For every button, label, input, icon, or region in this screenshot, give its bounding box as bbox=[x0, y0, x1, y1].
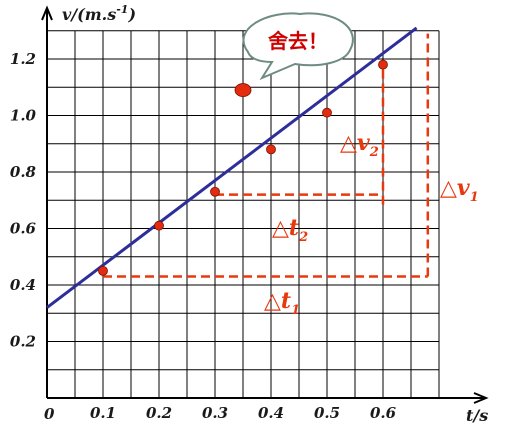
delta-v2-main: △v bbox=[340, 130, 370, 156]
x-axis-title: t/s bbox=[466, 406, 488, 425]
fit-line-group bbox=[46, 26, 418, 309]
y-tick-label: 0.6 bbox=[10, 220, 37, 238]
delta-t2-sub: 2 bbox=[298, 230, 308, 245]
data-point bbox=[154, 220, 164, 231]
data-point bbox=[266, 144, 276, 155]
delta-v1-sub: 1 bbox=[470, 190, 479, 205]
data-points bbox=[98, 59, 388, 276]
delta-t2-label: △t2 bbox=[272, 215, 308, 245]
x-tick-label: 0.6 bbox=[370, 404, 397, 422]
outlier-point bbox=[234, 83, 252, 97]
data-point bbox=[210, 186, 220, 197]
delta-v1-label: △v1 bbox=[440, 175, 479, 205]
y-tick-label: 0.8 bbox=[10, 163, 37, 181]
y-axis-title-close: ) bbox=[127, 5, 136, 24]
callout-bubble bbox=[242, 12, 354, 81]
x-axis-arrow bbox=[473, 392, 489, 404]
y-axis-title-exp: -1 bbox=[116, 3, 128, 16]
y-axis-title-main: v/(m.s bbox=[62, 5, 116, 24]
tick-labels: 0.1 0.2 0.3 0.4 0.5 0.6 0.2 0.4 0.6 0.8 1.0 1.2 bbox=[10, 50, 397, 422]
y-tick-label: 1.2 bbox=[10, 50, 36, 68]
data-point bbox=[378, 59, 388, 70]
x-tick-label: 0.2 bbox=[146, 404, 172, 422]
discard-callout: 舍去！ bbox=[242, 12, 354, 81]
callout-text: 舍去！ bbox=[268, 29, 328, 53]
x-tick-label: 0.4 bbox=[258, 404, 284, 422]
axes bbox=[41, 5, 489, 404]
data-point bbox=[322, 107, 332, 118]
delta-t1-main: △t bbox=[264, 288, 291, 314]
delta-v2-label: △v2 bbox=[340, 130, 379, 160]
x-tick-label: 0.3 bbox=[202, 404, 228, 422]
delta-t1-sub: 1 bbox=[291, 303, 300, 318]
y-tick-label: 1.0 bbox=[10, 107, 37, 125]
delta-t1-label: △t1 bbox=[264, 288, 300, 318]
delta-v1-main: △v bbox=[440, 175, 470, 201]
y-axis-title: v/(m.s-1) bbox=[62, 3, 136, 24]
y-tick-label: 0.4 bbox=[10, 276, 36, 294]
delta-t2-main: △t bbox=[272, 215, 299, 241]
origin-label: 0 bbox=[44, 405, 55, 423]
y-axis-arrow bbox=[41, 5, 53, 21]
delta-guides bbox=[103, 33, 430, 278]
x-tick-label: 0.5 bbox=[314, 404, 340, 422]
fit-line bbox=[46, 26, 418, 309]
y-tick-label: 0.2 bbox=[10, 333, 36, 351]
delta-v2-sub: 2 bbox=[369, 145, 379, 160]
data-point bbox=[98, 265, 108, 276]
x-tick-label: 0.1 bbox=[90, 404, 116, 422]
